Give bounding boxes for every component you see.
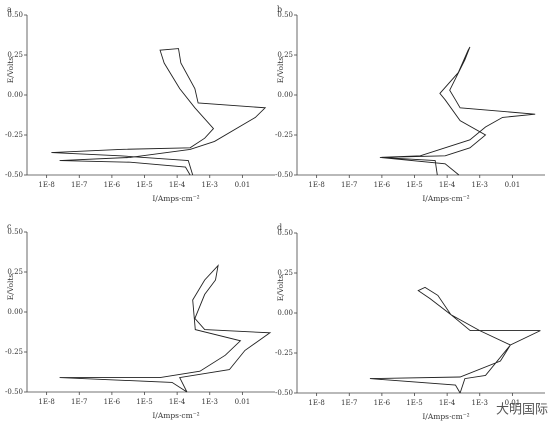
- panel-label: a: [7, 5, 12, 14]
- x-axis-label: I/Amps·cm⁻²: [152, 411, 199, 420]
- y-tick-label: -0.25: [275, 349, 293, 357]
- y-tick-label: 0.50: [7, 11, 23, 19]
- curve: [369, 286, 541, 394]
- y-tick-label: 0.00: [7, 308, 23, 316]
- panel-label: d: [277, 223, 282, 232]
- x-tick-label: 1E-6: [104, 398, 121, 406]
- x-tick-label: 1E-8: [308, 181, 325, 189]
- y-tick-label: 0.50: [277, 229, 293, 237]
- x-tick-label: 1E-8: [38, 398, 55, 406]
- y-tick-label: 0.25: [7, 268, 23, 276]
- y-tick-label: -0.50: [275, 389, 293, 397]
- x-tick-label: 1E-5: [406, 399, 423, 407]
- x-tick-label: 1E-4: [439, 399, 456, 407]
- x-tick-label: 1E-4: [439, 181, 456, 189]
- y-tick-label: 0.25: [7, 51, 23, 59]
- x-tick-label: 1E-3: [201, 181, 218, 189]
- y-axis-label: E/Volts: [276, 275, 285, 302]
- x-tick-label: 0.01: [505, 399, 521, 407]
- y-tick-label: -0.25: [275, 131, 293, 139]
- x-axis-label: I/Amps·cm⁻²: [422, 412, 469, 421]
- panel-label: c: [7, 222, 12, 231]
- y-tick-label: 0.00: [277, 91, 293, 99]
- x-tick-label: 1E-8: [38, 181, 55, 189]
- x-tick-label: 1E-3: [201, 398, 218, 406]
- x-tick-label: 1E-6: [104, 181, 121, 189]
- panel-label: b: [277, 5, 282, 14]
- x-axis-label: I/Amps·cm⁻²: [152, 194, 199, 203]
- y-tick-label: 0.00: [7, 91, 23, 99]
- curve: [379, 46, 536, 176]
- y-axis-label: E/Volts: [276, 57, 285, 84]
- y-tick-label: -0.50: [275, 171, 293, 179]
- y-tick-label: -0.25: [5, 348, 23, 356]
- x-tick-label: 1E-4: [169, 398, 186, 406]
- x-tick-label: 1E-3: [471, 399, 488, 407]
- x-tick-label: 1E-6: [374, 181, 391, 189]
- subplot: a -0.50 -0.25 0.00 0.25 0.50 1E-8 1E-7 1E-6 1E-5 1…: [5, 5, 275, 203]
- y-axis-label: E/Volts: [6, 274, 15, 301]
- x-tick-label: 0.01: [235, 181, 251, 189]
- y-tick-label: 0.00: [277, 309, 293, 317]
- x-tick-label: 0.01: [505, 181, 521, 189]
- curve: [59, 264, 272, 393]
- x-tick-label: 1E-5: [406, 181, 423, 189]
- curve: [51, 48, 267, 176]
- subplot: d -0.50 -0.25 0.00 0.25 0.50 1E-8 1E-7 1E-6 1E-5 1…: [275, 223, 545, 421]
- x-tick-label: 1E-6: [374, 399, 391, 407]
- x-tick-label: 1E-7: [341, 181, 358, 189]
- y-tick-label: 0.50: [277, 11, 293, 19]
- y-tick-label: 0.50: [7, 228, 23, 236]
- x-tick-label: 1E-4: [169, 181, 186, 189]
- x-tick-label: 1E-7: [341, 399, 358, 407]
- y-tick-label: -0.50: [5, 171, 23, 179]
- y-tick-label: -0.50: [5, 388, 23, 396]
- y-axis-label: E/Volts: [6, 57, 15, 84]
- x-tick-label: 1E-5: [136, 181, 153, 189]
- x-tick-label: 1E-8: [308, 399, 325, 407]
- subplot: c -0.50 -0.25 0.00 0.25 0.50 1E-8 1E-7 1E-6 1E-5 1…: [5, 222, 275, 420]
- x-axis-label: I/Amps·cm⁻²: [422, 194, 469, 203]
- y-tick-label: 0.25: [277, 51, 293, 59]
- x-tick-label: 1E-5: [136, 398, 153, 406]
- watermark: 大明国际: [496, 403, 548, 418]
- subplot: b -0.50 -0.25 0.00 0.25 0.50 1E-8 1E-7 1E-6 1E-5 1…: [275, 5, 545, 203]
- x-tick-label: 1E-7: [71, 181, 88, 189]
- x-tick-label: 1E-3: [471, 181, 488, 189]
- x-tick-label: 1E-7: [71, 398, 88, 406]
- x-tick-label: 0.01: [235, 398, 251, 406]
- y-tick-label: -0.25: [5, 131, 23, 139]
- y-tick-label: 0.25: [277, 269, 293, 277]
